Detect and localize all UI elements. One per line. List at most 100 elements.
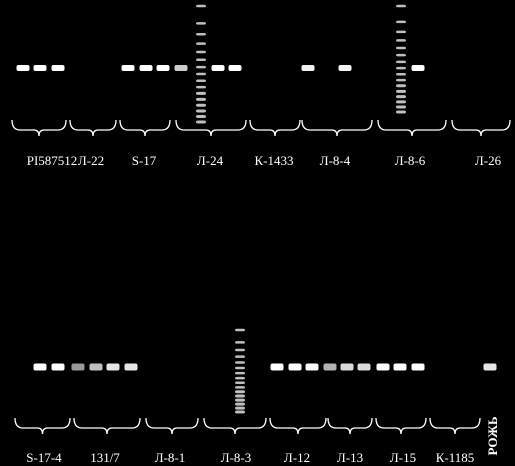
dna-band [17, 65, 30, 71]
dna-band [324, 364, 337, 371]
dna-band [229, 65, 242, 71]
bracket [328, 418, 372, 434]
lane-label: Л-8-4 [320, 153, 351, 168]
dna-band [125, 364, 138, 371]
dna-band [34, 65, 47, 71]
dna-band [196, 109, 206, 112]
lane-label: S-17-4 [26, 450, 62, 465]
dna-band [212, 65, 225, 71]
dna-band [396, 90, 406, 93]
dna-band [396, 111, 406, 114]
dna-band [235, 372, 245, 375]
lane-label: Л-8-1 [155, 450, 185, 465]
dna-band [196, 98, 206, 101]
dna-band [235, 377, 245, 380]
dna-band [52, 364, 65, 371]
bracket [430, 418, 480, 434]
gel-image: PI587512Л-22S-17Л-24К-1433Л-8-4Л-8-6Л-26… [0, 0, 515, 466]
bracket [204, 418, 266, 434]
dna-band [157, 65, 170, 71]
dna-band [235, 386, 245, 389]
dna-band [235, 390, 245, 393]
dna-band [196, 33, 206, 36]
bracket [146, 418, 198, 434]
bracket [74, 418, 140, 434]
bracket [378, 120, 446, 136]
dna-band [396, 47, 406, 50]
dna-band [235, 361, 245, 364]
dna-band [196, 92, 206, 95]
bracket [452, 120, 510, 136]
lane-label: К-1185 [436, 450, 475, 465]
dna-band [196, 104, 206, 107]
dna-band [412, 65, 425, 71]
dna-band [396, 5, 406, 8]
bracket [15, 418, 70, 434]
lane-label: Л-8-6 [395, 153, 426, 168]
dna-band [396, 61, 406, 64]
lane-label: S-17 [132, 153, 157, 168]
dna-band [394, 364, 407, 371]
bracket [70, 120, 116, 136]
dna-band [235, 329, 245, 332]
dna-band [271, 364, 284, 371]
bracket [176, 120, 246, 136]
dna-band [196, 22, 206, 25]
lane-label: Л-26 [475, 153, 502, 168]
dna-band [196, 121, 206, 124]
bracket [12, 120, 66, 136]
dna-band [34, 364, 47, 371]
dna-band [235, 367, 245, 370]
dna-band [122, 65, 135, 71]
bracket [250, 120, 300, 136]
dna-band [196, 73, 206, 76]
dna-band [235, 355, 245, 358]
dna-band [196, 51, 206, 54]
dna-band [196, 59, 206, 62]
dna-band [396, 54, 406, 57]
dna-band [396, 21, 406, 24]
lane-label: Л-13 [337, 450, 363, 465]
dna-band [396, 67, 406, 70]
dna-band [72, 364, 85, 371]
dna-band [235, 403, 245, 406]
lane-label: Л-22 [78, 153, 104, 168]
dna-band [396, 95, 406, 98]
dna-band [377, 364, 390, 371]
dna-band [396, 100, 406, 103]
dna-band [396, 31, 406, 34]
dna-band [140, 65, 153, 71]
bracket [302, 120, 372, 136]
dna-band [196, 115, 206, 118]
dna-band [175, 65, 188, 71]
dna-band [90, 364, 103, 371]
dna-band [235, 407, 245, 410]
dna-band [396, 106, 406, 109]
dna-band [235, 394, 245, 397]
dna-band [396, 73, 406, 76]
bracket [270, 418, 326, 434]
dna-band [341, 364, 354, 371]
dna-band [235, 341, 245, 344]
lane-label: РОЖЬ [485, 416, 500, 455]
dna-band [484, 364, 497, 371]
bracket [120, 120, 170, 136]
dna-band [412, 364, 425, 371]
dna-band [358, 364, 371, 371]
bracket [376, 418, 426, 434]
dna-band [107, 364, 120, 371]
dna-band [196, 42, 206, 45]
lane-label: Л-12 [284, 450, 310, 465]
dna-band [339, 65, 352, 71]
lane-label: Л-24 [197, 153, 224, 168]
dna-band [396, 79, 406, 82]
lane-label: Л-15 [390, 450, 416, 465]
lane-label: Л-8-3 [221, 450, 251, 465]
dna-band [235, 399, 245, 402]
lane-label: PI587512 [27, 153, 78, 168]
dna-band [235, 411, 245, 414]
dna-band [235, 382, 245, 385]
dna-band [52, 65, 65, 71]
dna-band [396, 84, 406, 87]
dna-band [196, 86, 206, 89]
